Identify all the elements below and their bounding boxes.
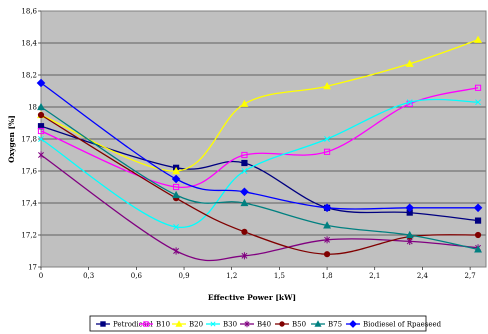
data-point <box>241 151 248 159</box>
data-point <box>173 224 180 230</box>
legend-marker <box>349 320 357 328</box>
y-tick-label: 18 <box>28 104 37 112</box>
x-tick-label: 0,6 <box>131 272 143 280</box>
data-point <box>405 59 414 67</box>
data-point <box>171 174 181 184</box>
legend-label: B50 <box>292 321 306 329</box>
y-tick-label: 17,2 <box>21 232 37 240</box>
legend-entry: B75 <box>311 320 342 329</box>
data-point <box>405 203 415 213</box>
data-point <box>240 187 249 197</box>
legend-marker <box>143 321 149 327</box>
y-tick-label: 17,4 <box>21 200 37 208</box>
data-point <box>406 100 413 107</box>
data-point <box>474 217 482 224</box>
y-tick-label: 17,6 <box>21 168 37 176</box>
legend-label: B10 <box>156 321 170 329</box>
y-tick-label: 18,6 <box>21 8 37 16</box>
series-layer <box>36 35 483 262</box>
x-tick-label: 0 <box>39 272 43 280</box>
data-point <box>38 136 44 142</box>
data-point <box>475 99 482 106</box>
data-point <box>323 251 331 258</box>
x-tick-label: 2,1 <box>369 272 380 280</box>
data-point <box>172 190 181 199</box>
data-point <box>474 35 482 43</box>
series-biodiesel-of-rpaeseed <box>36 78 483 213</box>
data-point <box>38 151 44 159</box>
data-point <box>241 159 248 167</box>
y-tick-label: 17,8 <box>21 136 37 144</box>
data-point <box>240 99 249 107</box>
x-tick-label: 0,3 <box>83 272 94 280</box>
x-tick-label: 1,2 <box>226 272 237 280</box>
legend-entry: B20 <box>172 320 203 329</box>
data-point <box>474 245 482 253</box>
data-point <box>323 221 332 229</box>
data-point <box>241 228 248 235</box>
x-axis-title: Effective Power [kW] <box>208 293 296 302</box>
data-point <box>173 247 180 255</box>
legend-box <box>89 315 427 332</box>
data-point <box>324 236 331 244</box>
legend-marker <box>314 320 322 327</box>
data-point <box>323 148 331 155</box>
data-point <box>37 127 45 135</box>
data-point <box>37 111 45 119</box>
x-tick-label: 0,9 <box>178 272 189 280</box>
data-point <box>241 252 248 260</box>
y-tick-label: 18,2 <box>21 72 37 80</box>
x-tick-label: 2,4 <box>417 272 429 280</box>
data-point <box>406 99 413 106</box>
legend-label: B75 <box>328 321 342 329</box>
data-point <box>324 136 331 142</box>
legend-label: B20 <box>189 321 203 329</box>
data-point <box>240 198 249 207</box>
legend-label: Biodiesel of Rpaeseed <box>363 321 442 329</box>
data-point <box>172 183 180 191</box>
legend-entry: B40 <box>240 321 271 329</box>
legend-entry: Petrodiesel <box>96 321 154 329</box>
y-axis-title: Oxygen [%] <box>7 115 16 163</box>
data-point <box>322 203 332 213</box>
data-point <box>474 84 482 91</box>
legend-label: B40 <box>257 321 271 329</box>
y-tick-label: 17 <box>28 264 37 272</box>
legend-entry: B30 <box>206 321 237 329</box>
legend-entry: B10 <box>139 321 170 329</box>
x-tick-label: 2,7 <box>465 272 476 280</box>
tick-layer: 17 17,2 17,4 17,6 17,8 18 18,2 18,4 18,6 0 0,3 0,6 0… <box>21 8 475 281</box>
x-tick-label: 1,5 <box>274 272 285 280</box>
data-point <box>323 82 332 90</box>
data-point <box>37 102 45 111</box>
y-tick-label: 18,4 <box>21 40 37 48</box>
data-point <box>172 166 181 175</box>
legend-marker <box>175 320 183 327</box>
data-point <box>241 168 248 174</box>
legend: Petrodiesel B10 B20 B30 B40 B50 B75 Biodiesel o… <box>89 315 442 332</box>
series-b75 <box>37 102 482 253</box>
legend-label: B30 <box>223 321 237 329</box>
legend-entry: Biodiesel of Rpaeseed <box>346 320 442 329</box>
data-point <box>473 203 483 213</box>
data-point <box>405 230 414 239</box>
legend-marker <box>100 321 106 327</box>
data-point <box>36 78 46 88</box>
series-b30 <box>38 98 482 230</box>
legend-marker <box>279 321 285 327</box>
x-tick-label: 1,8 <box>322 272 333 280</box>
legend-marker <box>210 321 216 327</box>
legend-label: Petrodiesel <box>113 321 154 329</box>
legend-entry: B50 <box>275 321 306 329</box>
legend-marker <box>244 320 250 328</box>
data-point <box>474 231 482 239</box>
